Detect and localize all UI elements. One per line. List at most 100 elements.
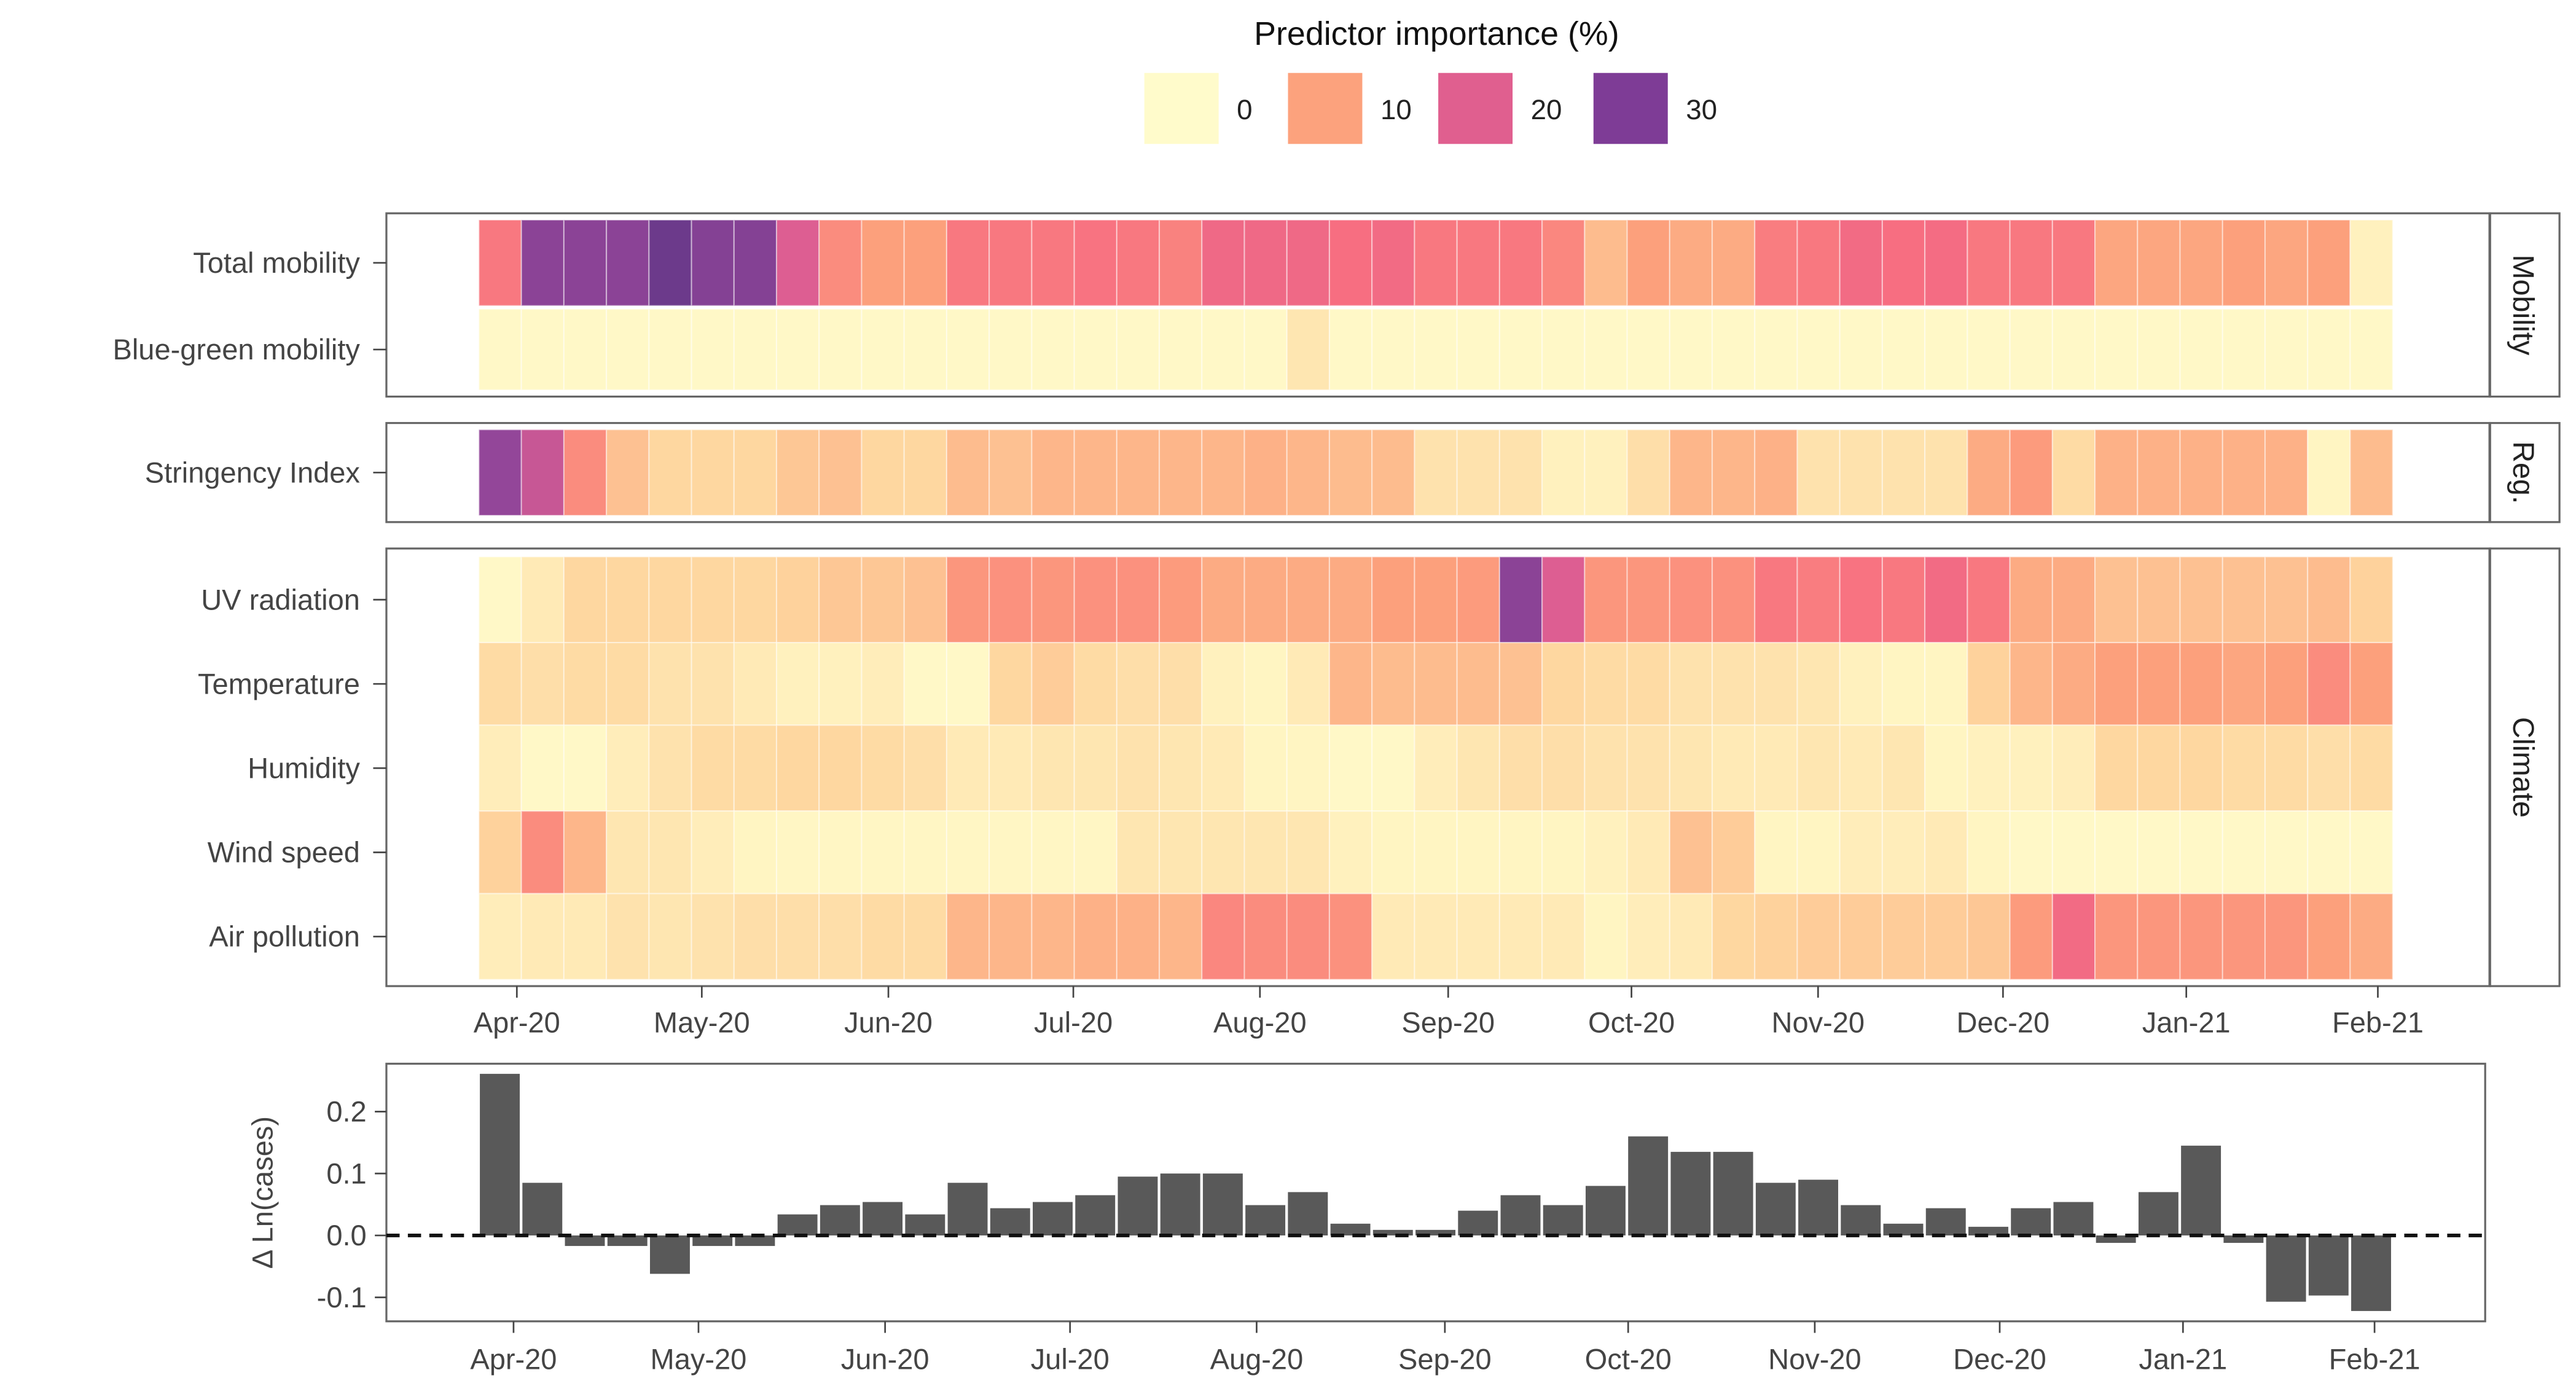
heatmap-cell (691, 308, 735, 391)
heatmap-cell (1371, 724, 1415, 812)
heatmap-cell (648, 641, 692, 726)
heatmap-cell (1796, 429, 1841, 517)
bar (2351, 1235, 2391, 1311)
x-tick-label: Oct-20 (1588, 1006, 1675, 1038)
heatmap-cell (2051, 308, 2096, 391)
heatmap-cell (1626, 219, 1670, 307)
heatmap-cell (520, 219, 565, 307)
x-tick-label: Dec-20 (1957, 1006, 2050, 1038)
heatmap-cell (733, 641, 778, 726)
heatmap-cell (1073, 724, 1118, 812)
legend-swatch-10 (1288, 72, 1363, 144)
heatmap-cell (2179, 641, 2223, 726)
heatmap-cell (1159, 219, 1203, 307)
heatmap-cell (1924, 641, 1968, 726)
heatmap-cell (1201, 724, 1245, 812)
bar (1033, 1202, 1073, 1235)
heatmap-cell (1371, 641, 1415, 726)
heatmap-cell (520, 556, 565, 644)
heatmap-cell (1159, 308, 1203, 391)
heatmap-cell (563, 219, 608, 307)
bar (2011, 1208, 2051, 1235)
heatmap-cell (1243, 724, 1288, 812)
heatmap-cell (1456, 429, 1500, 517)
bar (1585, 1186, 1626, 1235)
heatmap-cell (1414, 724, 1458, 812)
heatmap-cell (1754, 810, 1798, 895)
heatmap-cell (648, 429, 692, 517)
heatmap-cell (818, 556, 863, 644)
heatmap-cell (1584, 724, 1628, 812)
heatmap-cell (2307, 429, 2351, 517)
heatmap-cell (989, 641, 1033, 726)
heatmap-cell (520, 893, 565, 981)
heatmap-cell (1286, 556, 1331, 644)
heatmap-cell (1371, 429, 1415, 517)
bar (1925, 1208, 1966, 1235)
heatmap-cell (1031, 429, 1075, 517)
heatmap-cell (1711, 556, 1756, 644)
heatmap-cell (2307, 641, 2351, 726)
heatmap-cell (2222, 429, 2266, 517)
bar (2138, 1192, 2179, 1235)
heatmap-cell (2009, 556, 2053, 644)
heatmap-cell (1796, 724, 1841, 812)
legend-label: 20 (1531, 94, 1562, 125)
heatmap-cell (1286, 308, 1331, 391)
heatmap-cell (1243, 641, 1288, 726)
heatmap-cell (818, 219, 863, 307)
heatmap-cell (2009, 219, 2053, 307)
heatmap-cell (1073, 641, 1118, 726)
heatmap-cell (2137, 724, 2181, 812)
heatmap-cell (1669, 556, 1713, 644)
heatmap-cell (2349, 641, 2394, 726)
heatmap-cell (1881, 724, 1926, 812)
heatmap-cell (691, 893, 735, 981)
heatmap-row (478, 219, 2394, 307)
heatmap-cell (903, 810, 948, 895)
strip-label: Climate (2507, 717, 2540, 818)
heatmap-cell (775, 641, 820, 726)
heatmap-cell (1456, 810, 1500, 895)
bar (1330, 1223, 1371, 1235)
row-label: Temperature (198, 667, 360, 700)
heatmap-cell (2137, 810, 2181, 895)
heatmap-cell (2094, 724, 2139, 812)
heatmap-cell (1116, 556, 1161, 644)
heatmap-cell (2051, 810, 2096, 895)
x-tick-label: Feb-21 (2332, 1006, 2424, 1038)
heatmap-cell (903, 893, 948, 981)
heatmap-cell (1031, 724, 1075, 812)
heatmap-cell (1286, 893, 1331, 981)
heatmap-cell (1243, 308, 1288, 391)
heatmap-cell (2009, 308, 2053, 391)
heatmap-cell (1371, 219, 1415, 307)
heatmap-cell (1626, 429, 1670, 517)
heatmap-cell (945, 308, 990, 391)
heatmap-cell (606, 308, 650, 391)
heatmap-cell (1456, 641, 1500, 726)
x-tick-label: Dec-20 (1953, 1343, 2046, 1376)
heatmap-cell (2137, 308, 2181, 391)
heatmap-cell (2179, 724, 2223, 812)
heatmap-cell (563, 724, 608, 812)
heatmap-cell (2009, 893, 2053, 981)
bar (1968, 1226, 2008, 1235)
bar (1755, 1183, 1796, 1235)
bar (1500, 1195, 1541, 1235)
bar (990, 1208, 1030, 1235)
heatmap-cell (606, 893, 650, 981)
bar (2181, 1145, 2222, 1235)
heatmap-cell (1159, 810, 1203, 895)
heatmap-cell (2009, 641, 2053, 726)
bar (905, 1214, 945, 1235)
heatmap-cell (1881, 893, 1926, 981)
heatmap-cell (1031, 810, 1075, 895)
bar (1202, 1173, 1243, 1235)
heatmap-row (478, 641, 2394, 726)
heatmap-cell (2094, 429, 2139, 517)
heatmap-cell (1924, 429, 1968, 517)
heatmap-cell (1541, 219, 1586, 307)
heatmap-cell (1328, 641, 1373, 726)
heatmap-cell (2094, 308, 2139, 391)
